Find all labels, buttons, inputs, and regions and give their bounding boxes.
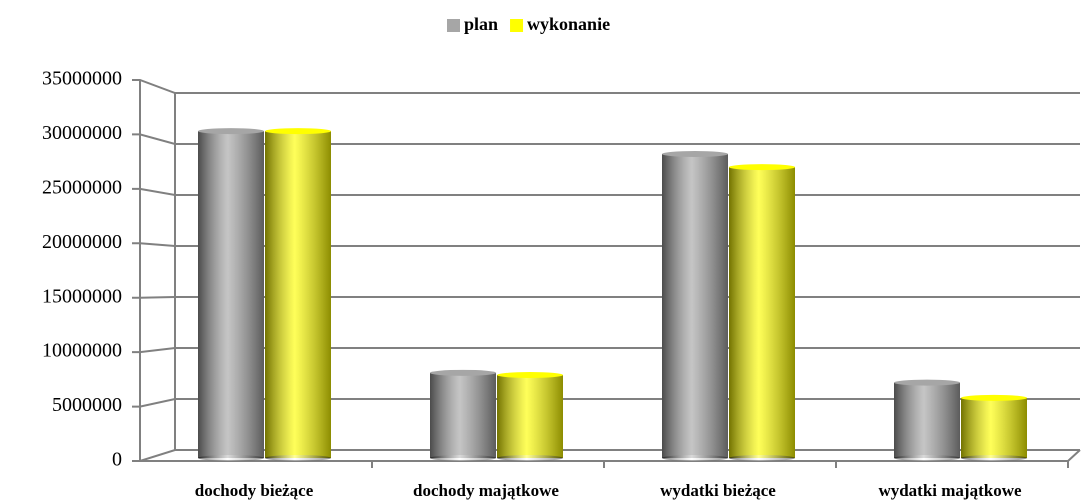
floor-edge [1067,449,1081,462]
grid-line [132,133,1080,145]
y-tick-label: 5000000 [52,394,122,416]
x-tick-label: wydatki bieżące [660,481,776,500]
grid-line [132,347,1080,354]
bar [198,128,264,461]
grid-line [132,79,1080,94]
y-tick-label: 10000000 [42,340,122,362]
y-tick-label: 0 [112,449,122,471]
grid-line [132,398,1080,408]
legend-swatch [510,19,524,32]
y-tick-label: 35000000 [42,68,122,90]
grid-line [132,296,1080,299]
bar [430,369,496,461]
x-tick-label: wydatki majątkowe [878,481,1022,500]
y-tick-label: 25000000 [42,176,122,198]
grid-line [132,242,1080,247]
y-tick-label: 30000000 [42,122,122,144]
bar [961,394,1027,461]
bar [662,151,728,461]
y-tick-label: 20000000 [42,231,122,253]
legend-label: wykonanie [527,14,610,34]
legend-swatch [447,19,460,32]
legend-label: plan [464,14,498,34]
bar [729,164,795,461]
bar [265,128,331,461]
x-tick-label: dochody bieżące [195,481,314,500]
bar [894,379,960,461]
x-tick-label: dochody majątkowe [413,481,559,500]
bar [497,372,563,461]
grid-line [132,187,1080,196]
grid-line [132,449,1080,462]
y-tick-label: 15000000 [42,285,122,307]
